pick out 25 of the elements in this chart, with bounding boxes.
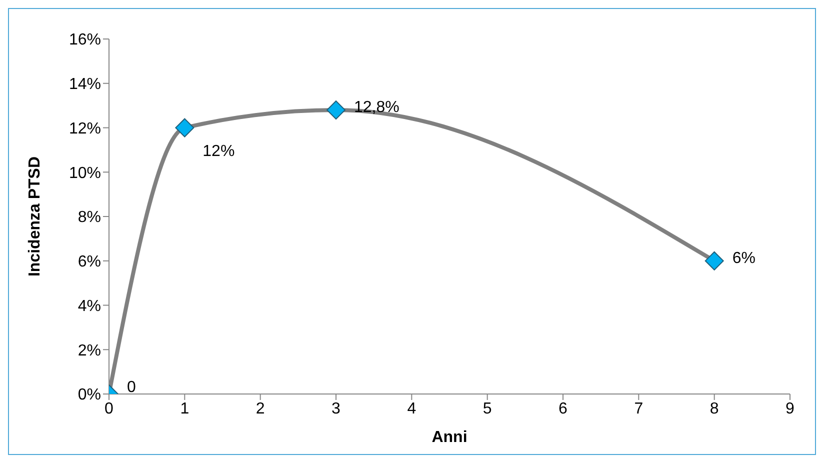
data-label: 0 — [127, 379, 136, 396]
x-tick-label: 6 — [558, 400, 568, 418]
data-label: 12,8% — [354, 99, 400, 116]
y-tick-label: 16% — [68, 32, 101, 49]
y-tick-label: 0% — [78, 386, 101, 404]
y-tick-label: 10% — [68, 164, 101, 182]
y-tick-label: 12% — [68, 120, 101, 138]
y-tick-label: 2% — [78, 342, 101, 360]
x-tick-label: 5 — [482, 400, 492, 418]
data-label: 6% — [732, 250, 756, 268]
x-tick-label: 3 — [332, 400, 341, 418]
y-tick-label: 4% — [78, 298, 101, 315]
x-axis-title: Anni — [432, 429, 468, 446]
x-tick-label: 4 — [407, 400, 416, 418]
y-axis-title: Incidenza PTSD — [26, 156, 44, 277]
data-label: 12% — [202, 142, 235, 160]
x-tick-label: 7 — [634, 400, 644, 418]
x-tick-label: 0 — [104, 400, 114, 418]
x-tick-label: 9 — [786, 400, 795, 418]
y-tick-label: 6% — [78, 254, 101, 271]
x-tick-label: 8 — [710, 400, 719, 418]
y-tick-label: 8% — [78, 209, 101, 226]
x-tick-label: 1 — [180, 400, 190, 418]
x-tick-label: 2 — [256, 400, 265, 418]
y-tick-label: 14% — [68, 76, 101, 94]
